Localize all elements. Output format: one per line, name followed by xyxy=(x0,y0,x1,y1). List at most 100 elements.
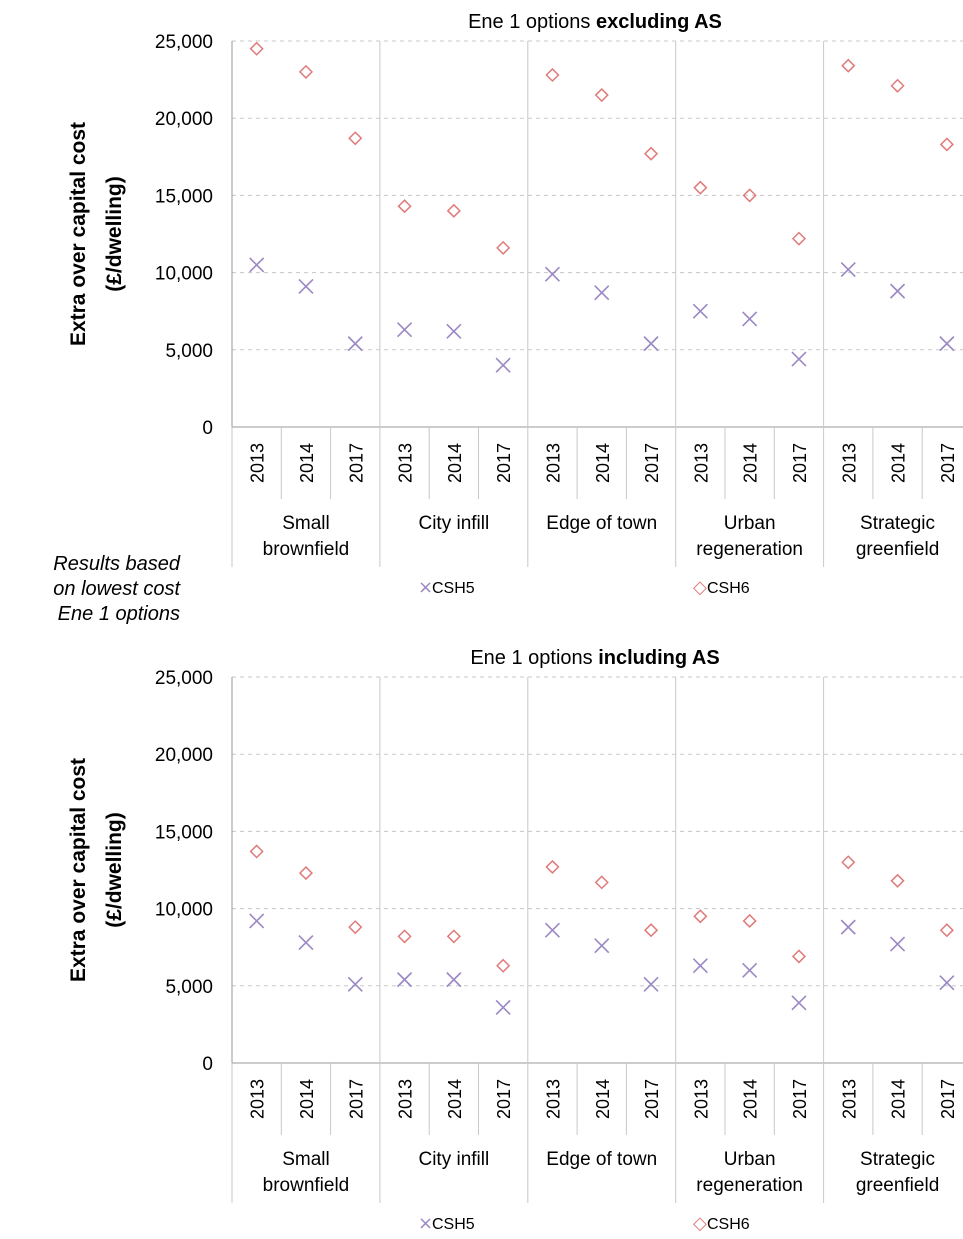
y-axis-label: (£/dwelling) xyxy=(103,176,126,292)
x-group-label: greenfield xyxy=(856,1175,939,1196)
y-tick-label: 20,000 xyxy=(155,745,213,766)
csh6-point xyxy=(643,146,659,161)
csh5-point xyxy=(594,285,610,301)
csh5-point xyxy=(347,336,363,352)
x-tick-label: 2013 xyxy=(543,1079,563,1119)
x-tick-label: 2017 xyxy=(346,443,366,483)
x-tick-label: 2013 xyxy=(691,1079,711,1119)
csh6-point xyxy=(742,913,757,929)
x-tick-label: 2017 xyxy=(642,443,662,483)
csh5-point xyxy=(742,962,758,978)
csh5-point xyxy=(939,975,955,991)
csh6-point xyxy=(298,64,314,79)
side-note: Results based on lowest cost Ene 1 optio… xyxy=(0,552,180,627)
csh6-point xyxy=(496,958,511,973)
csh6-point xyxy=(890,78,905,93)
csh6-point xyxy=(693,909,708,924)
y-tick-label: 5,000 xyxy=(165,977,213,998)
chart-title: Ene 1 options excluding AS xyxy=(468,11,722,33)
x-group-label: brownfield xyxy=(263,539,350,560)
x-tick-label: 2013 xyxy=(396,1079,416,1119)
side-note-line: on lowest cost xyxy=(53,578,180,600)
x-tick-label: 2014 xyxy=(445,1079,465,1119)
csh6-point xyxy=(545,859,560,874)
legend-csh6-marker: ◇ xyxy=(693,577,707,598)
csh6-point xyxy=(298,866,314,881)
csh5-point xyxy=(939,336,955,352)
x-group-label: Strategic xyxy=(860,1149,935,1170)
side-note-line: Ene 1 options xyxy=(57,603,180,625)
csh6-point xyxy=(890,873,905,888)
x-tick-label: 2014 xyxy=(593,443,613,483)
y-tick-label: 10,000 xyxy=(155,900,213,921)
y-tick-label: 0 xyxy=(202,418,213,439)
chart-title-text: Ene 1 options xyxy=(468,11,596,33)
x-group-label: Edge of town xyxy=(546,1149,657,1170)
y-tick-label: 15,000 xyxy=(155,822,213,843)
csh6-point xyxy=(249,41,264,56)
csh5-point xyxy=(495,357,511,373)
csh6-point xyxy=(791,231,807,246)
legend-csh6-marker: ◇ xyxy=(693,1213,707,1234)
x-tick-label: 2017 xyxy=(790,443,810,483)
csh5-point xyxy=(495,999,511,1015)
x-group-label: Urban xyxy=(724,1149,776,1170)
csh6-point xyxy=(446,929,461,944)
x-tick-label: 2014 xyxy=(741,443,761,483)
csh5-point xyxy=(791,351,807,367)
csh6-point xyxy=(841,855,856,870)
csh6-point xyxy=(397,929,412,944)
csh5-point xyxy=(643,336,659,352)
y-axis-label: (£/dwelling) xyxy=(103,812,126,928)
csh5-point xyxy=(791,995,807,1011)
csh5-point xyxy=(396,322,413,338)
x-tick-label: 2014 xyxy=(889,443,909,483)
x-tick-label: 2013 xyxy=(691,443,711,483)
x-group-label: Edge of town xyxy=(546,513,657,534)
chart-title-text: Ene 1 options xyxy=(470,647,598,669)
chart-2: Ene 1 options including AS Extra over cap… xyxy=(67,647,963,1234)
x-tick-label: 2017 xyxy=(938,1079,958,1119)
csh5-point xyxy=(446,972,462,988)
x-group-label: Urban xyxy=(724,513,776,534)
csh6-point xyxy=(545,67,560,83)
x-tick-label: 2017 xyxy=(346,1079,366,1119)
legend-label: CSH6 xyxy=(707,580,750,597)
csh5-point xyxy=(298,278,314,295)
csh6-point xyxy=(397,199,412,214)
csh5-point xyxy=(840,919,856,935)
y-tick-label: 10,000 xyxy=(155,264,213,285)
csh5-point xyxy=(446,323,462,339)
x-tick-label: 2014 xyxy=(593,1079,613,1119)
y-tick-label: 5,000 xyxy=(165,341,213,362)
x-tick-label: 2013 xyxy=(248,443,268,483)
legend-csh5-marker: × xyxy=(418,577,433,598)
x-group-label: City infill xyxy=(418,1149,489,1170)
csh5-point xyxy=(396,972,413,988)
csh6-point xyxy=(348,920,363,935)
legend-csh5-marker: × xyxy=(418,1213,433,1234)
csh6-point xyxy=(496,240,511,255)
x-tick-label: 2013 xyxy=(396,443,416,483)
csh6-point xyxy=(939,137,954,152)
x-tick-label: 2014 xyxy=(889,1079,909,1119)
csh6-point xyxy=(594,87,609,103)
csh5-point xyxy=(347,976,363,992)
chart-1: Ene 1 options excluding AS Extra over cap… xyxy=(67,11,963,598)
x-tick-label: 2017 xyxy=(494,443,514,483)
x-group-label: greenfield xyxy=(856,539,939,560)
chart-title-bold: excluding AS xyxy=(596,11,722,33)
y-axis-label: Extra over capital cost xyxy=(67,758,90,982)
x-group-label: City infill xyxy=(418,513,489,534)
y-tick-label: 25,000 xyxy=(155,32,213,53)
csh5-point xyxy=(692,303,708,319)
x-tick-label: 2013 xyxy=(543,443,563,483)
x-tick-label: 2014 xyxy=(445,443,465,483)
csh6-point xyxy=(594,875,609,890)
csh5-point xyxy=(692,958,708,974)
x-group-label: Small xyxy=(282,513,330,534)
x-tick-label: 2013 xyxy=(248,1079,268,1119)
csh5-point xyxy=(544,922,561,938)
csh5-point xyxy=(544,266,561,282)
csh5-point xyxy=(889,283,906,299)
